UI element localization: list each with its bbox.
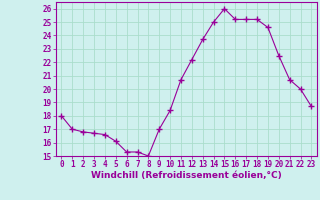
X-axis label: Windchill (Refroidissement éolien,°C): Windchill (Refroidissement éolien,°C)	[91, 171, 282, 180]
